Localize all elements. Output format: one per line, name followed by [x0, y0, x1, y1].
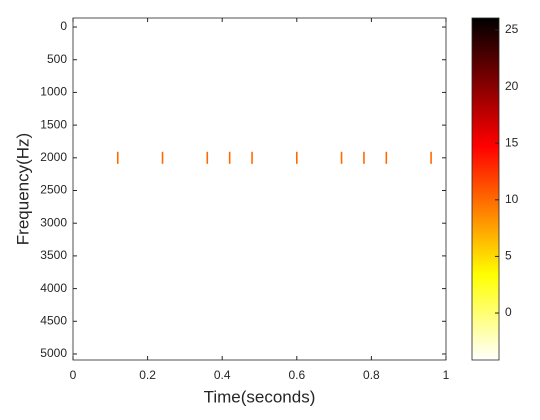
heat-cell	[161, 151, 164, 164]
colorbar-tick-label: 25	[505, 22, 519, 36]
heat-cell	[363, 151, 365, 164]
x-axis-label: Time(seconds)	[204, 387, 316, 406]
heat-cell	[385, 151, 388, 164]
x-tick-label: 0.8	[363, 368, 380, 382]
plot-area	[72, 17, 447, 361]
x-tick-label: 0	[70, 368, 77, 382]
y-tick-label: 3500	[40, 248, 67, 262]
x-tick-label: 0.2	[139, 368, 156, 382]
y-tick-label: 1500	[40, 117, 67, 131]
heat-cell	[251, 151, 253, 164]
colorbar-tick-label: 0	[505, 305, 512, 319]
colorbar-tick-label: 5	[505, 249, 512, 263]
x-tick-label: 0.6	[288, 368, 305, 382]
colorbar-tick-label: 10	[505, 192, 519, 206]
heat-cell	[340, 151, 343, 164]
heat-cell	[296, 151, 298, 164]
x-tick-label: 1	[443, 368, 450, 382]
colorbar-tick-label: 15	[505, 135, 519, 149]
y-tick-label: 0	[60, 19, 67, 33]
y-axis-label: Frequency(Hz)	[13, 133, 32, 245]
x-tick-label: 0.4	[214, 368, 231, 382]
heat-cell	[116, 151, 119, 164]
y-tick-label: 500	[47, 52, 67, 66]
y-tick-label: 1000	[40, 85, 67, 99]
y-tick-label: 5000	[40, 346, 67, 360]
heat-cell	[430, 151, 432, 164]
heat-cell	[228, 151, 231, 164]
colorbar	[471, 17, 500, 361]
y-tick-label: 4500	[40, 313, 67, 327]
y-tick-label: 2500	[40, 183, 67, 197]
y-tick-label: 2000	[40, 150, 67, 164]
y-tick-label: 4000	[40, 281, 67, 295]
colorbar-tick-label: 20	[505, 79, 519, 93]
y-tick-label: 3000	[40, 215, 67, 229]
heat-cell	[206, 151, 209, 164]
